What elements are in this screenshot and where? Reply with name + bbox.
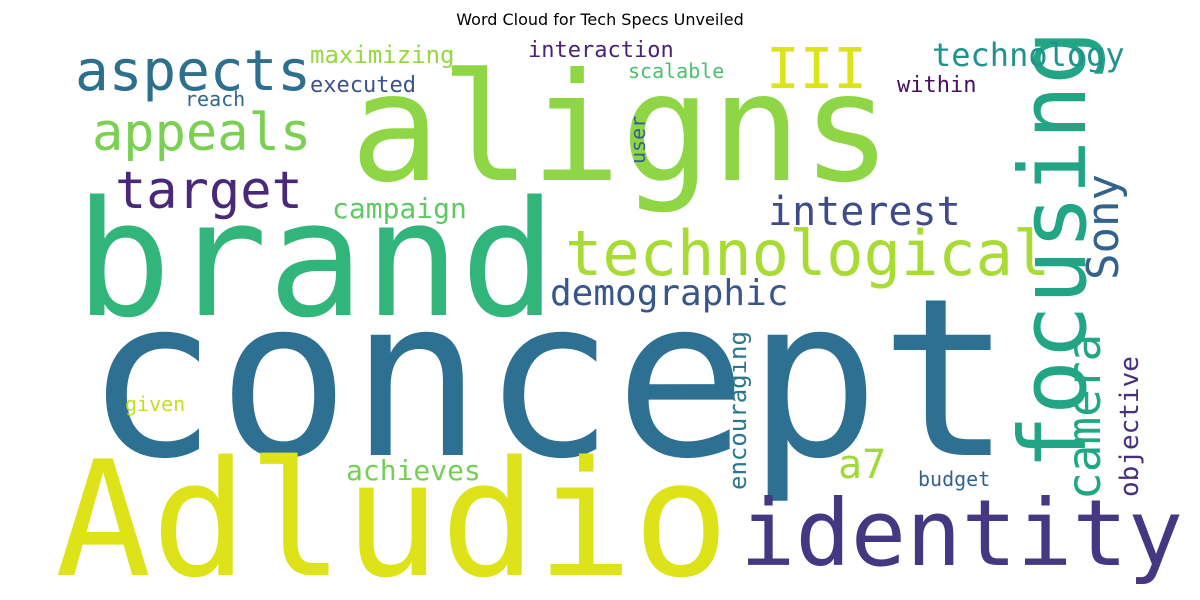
word-brand: brand (75, 166, 557, 353)
word-a7: a7 (838, 442, 886, 488)
word-aspects: aspects (75, 39, 311, 104)
word-demographic: demographic (550, 273, 788, 314)
word-interaction: interaction (528, 38, 674, 63)
word-achieves: achieves (346, 454, 481, 487)
word-scalable: scalable (628, 59, 724, 83)
word-maximizing: maximizing (310, 41, 455, 69)
word-encouraging: encouraging (724, 331, 752, 490)
word-objective: objective (1115, 356, 1145, 497)
word-adludio: Adludio (55, 426, 729, 600)
word-technological: technological (565, 217, 1050, 290)
word-campaign: campaign (332, 192, 467, 225)
word-interest: interest (768, 189, 961, 235)
word-concept: concept (85, 251, 1012, 507)
word-focusing: focusing (1000, 30, 1107, 470)
word-reach: reach (185, 87, 245, 111)
chart-title: Word Cloud for Tech Specs Unveiled (456, 10, 744, 29)
word-aligns: aligns (350, 42, 892, 216)
word-iii: III (766, 37, 867, 102)
word-sony: Sony (1078, 174, 1129, 280)
word-executed: executed (310, 73, 416, 98)
word-target: target (115, 161, 303, 221)
word-given: given (125, 392, 185, 416)
word-user: user (626, 116, 650, 164)
word-camera: camera (1057, 334, 1111, 500)
word-within: within (897, 73, 976, 98)
word-identity: identity (740, 480, 1183, 587)
word-technology: technology (932, 36, 1125, 74)
word-appeals: appeals (92, 103, 311, 163)
word-budget: budget (918, 467, 990, 491)
